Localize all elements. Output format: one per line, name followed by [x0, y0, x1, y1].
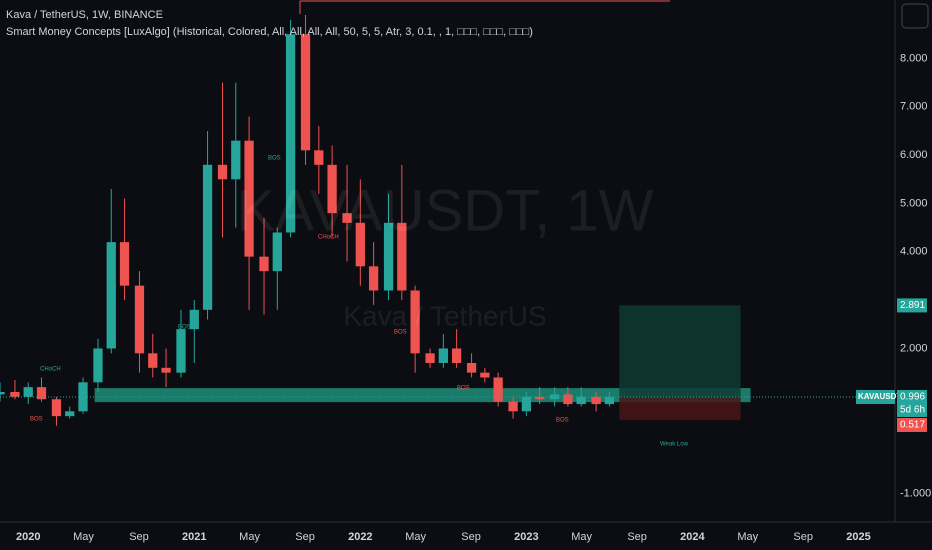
candle-body: [134, 285, 145, 354]
y-tick-label: 8.000: [900, 52, 928, 64]
y-tick-label: -1.000: [900, 487, 931, 499]
watermark-subtitle: Kava / TetherUS: [343, 300, 546, 331]
x-tick-label: May: [405, 531, 426, 543]
candle-body: [272, 232, 282, 272]
x-tick-label: 2025: [846, 531, 870, 543]
candle-body: [314, 150, 324, 165]
price-tag: [897, 298, 927, 313]
candle-body: [176, 329, 186, 373]
candle-body: [355, 222, 365, 267]
price-tag-label: 0.517: [900, 420, 925, 431]
candle-body: [202, 164, 213, 310]
x-tick-label: Sep: [295, 531, 315, 543]
x-tick-label: 2021: [182, 531, 206, 543]
zone: [619, 305, 741, 398]
x-tick-label: Sep: [627, 531, 647, 543]
x-tick-label: Sep: [461, 531, 481, 543]
x-tick-label: May: [571, 531, 592, 543]
candle-body: [508, 401, 518, 412]
x-tick-label: May: [737, 531, 758, 543]
x-tick-label: 2020: [16, 531, 40, 543]
annotation: BOS: [556, 418, 569, 424]
annotation: BOS: [457, 386, 470, 392]
candle-body: [119, 242, 130, 286]
zone: [94, 388, 751, 403]
candle-body: [65, 411, 75, 417]
candle-body: [106, 242, 116, 349]
watermark: KAVAUSDT, 1W: [237, 178, 654, 243]
price-tag: [897, 418, 927, 433]
candle-body: [259, 256, 269, 272]
candle-body: [535, 396, 545, 400]
candle-body: [410, 290, 420, 354]
x-tick-label: 2024: [680, 531, 705, 543]
settings-button[interactable]: [901, 3, 929, 29]
candle-body: [93, 348, 103, 383]
candle-body: [300, 34, 311, 151]
candle-body: [466, 362, 477, 373]
annotation: BOS: [178, 325, 191, 331]
chart-title: Kava / TetherUS, 1W, BINANCE: [6, 9, 163, 21]
y-tick-label: 5.000: [900, 197, 928, 209]
annotation: CHoCH: [40, 367, 61, 373]
candle-body: [342, 213, 352, 223]
candle-body: [327, 164, 337, 214]
candle-body: [78, 382, 88, 412]
candle-body: [0, 391, 5, 395]
candle-body: [368, 266, 379, 291]
price-tag-label: 0.996: [900, 392, 925, 403]
annotation: BOS: [394, 330, 407, 336]
x-tick-label: May: [239, 531, 260, 543]
candle-body: [148, 353, 158, 368]
candle-body: [549, 394, 560, 400]
candle-body: [285, 34, 296, 233]
candle-body: [217, 164, 228, 180]
candle-body: [23, 387, 33, 397]
price-tag-label: 2.891: [900, 300, 925, 311]
candle-body: [438, 348, 448, 363]
candle-body: [383, 222, 394, 291]
candle-body: [480, 372, 490, 378]
indicator-subtitle: Smart Money Concepts [LuxAlgo] (Historic…: [6, 26, 533, 38]
candle-body: [397, 222, 407, 291]
candle-body: [591, 396, 601, 405]
countdown-label: 5d 6h: [900, 405, 925, 416]
candle-body: [161, 367, 171, 373]
candle-body: [451, 348, 462, 363]
y-tick-label: 7.000: [900, 101, 928, 113]
candle-body: [563, 394, 573, 405]
x-tick-label: Sep: [129, 531, 149, 543]
x-tick-label: 2022: [348, 531, 372, 543]
annotation: BOS: [30, 417, 43, 423]
candle-body: [231, 140, 241, 180]
candle-body: [189, 309, 199, 330]
symbol-label: KAVAUSDT: [858, 392, 901, 401]
y-tick-label: 2.000: [900, 342, 928, 354]
candle-body: [425, 353, 435, 363]
candle-body: [576, 396, 586, 405]
candle-body: [36, 387, 47, 400]
candle-body: [10, 391, 20, 397]
candle-body: [244, 140, 254, 257]
candle-body: [493, 377, 503, 402]
x-tick-label: May: [73, 531, 94, 543]
y-tick-label: 6.000: [900, 149, 928, 161]
symbol-tag: [856, 390, 895, 405]
candle-body: [51, 399, 62, 417]
zone: [619, 397, 741, 421]
x-tick-label: Sep: [793, 531, 813, 543]
price-tag: [897, 390, 927, 418]
x-tick-label: 2023: [514, 531, 538, 543]
annotation: Weak Low: [660, 442, 689, 448]
plot-area: [0, 14, 895, 426]
y-tick-label: 4.000: [900, 246, 928, 258]
candle-body: [521, 396, 532, 412]
annotation: BOS: [268, 156, 281, 162]
annotation: CHoCH: [318, 235, 339, 241]
candle-body: [604, 397, 615, 405]
